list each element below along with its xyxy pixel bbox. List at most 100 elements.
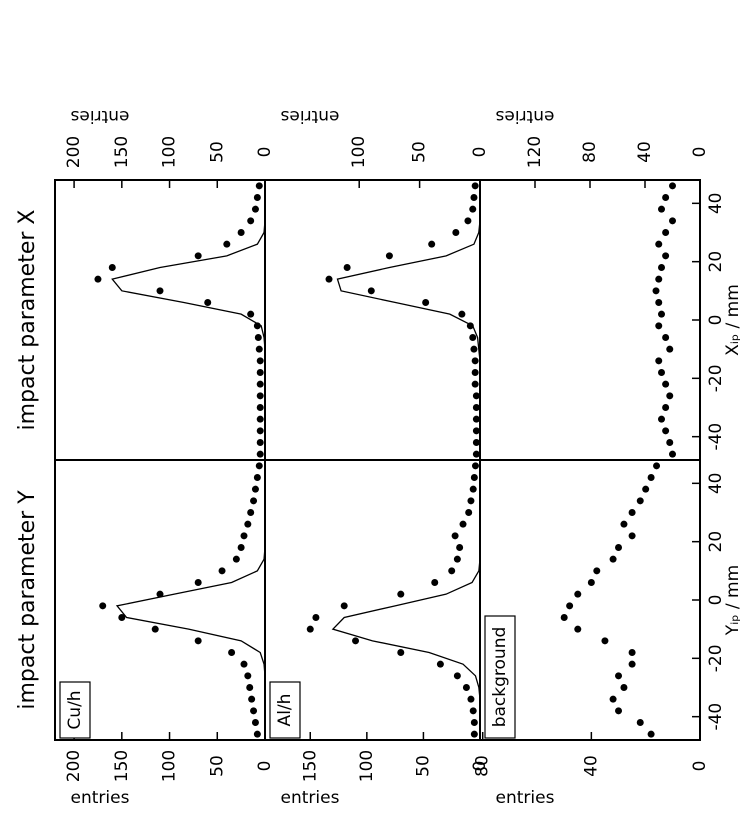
data-point	[422, 299, 430, 306]
data-point	[256, 404, 264, 411]
data-point	[662, 252, 670, 260]
data-point	[471, 380, 479, 388]
data-point	[469, 205, 477, 213]
y-tick-label: 120	[525, 136, 545, 168]
y-tick-label: 100	[349, 136, 369, 168]
data-point	[636, 719, 644, 726]
data-point	[306, 625, 314, 633]
data-point	[256, 427, 264, 435]
data-point	[156, 287, 164, 295]
data-point	[593, 567, 601, 575]
data-point	[601, 637, 609, 645]
data-point	[662, 380, 670, 388]
data-point	[118, 614, 126, 621]
data-point	[647, 474, 655, 481]
x-tick-label: 20	[706, 251, 726, 273]
y-tick-label: 50	[410, 141, 430, 163]
data-point	[250, 497, 258, 505]
data-point	[615, 707, 623, 715]
data-point	[472, 439, 480, 446]
y-tick-label: 80	[580, 141, 600, 163]
data-point	[642, 485, 650, 493]
data-point	[352, 637, 360, 645]
data-point	[256, 439, 264, 446]
y-axis-label: entries	[71, 788, 130, 808]
data-point	[247, 217, 255, 225]
data-point	[655, 322, 663, 330]
fit-curve	[331, 465, 481, 735]
data-point	[658, 369, 665, 376]
data-point	[465, 509, 473, 516]
y-tick-label: 150	[112, 136, 132, 168]
panel-frame	[479, 179, 701, 461]
data-point	[655, 240, 663, 248]
data-point	[620, 684, 628, 691]
data-point	[464, 217, 472, 225]
data-point	[470, 474, 478, 481]
data-point	[470, 730, 478, 738]
y-tick-label: 150	[300, 750, 320, 782]
data-point	[666, 345, 674, 353]
y-tick-label: 0	[470, 147, 490, 158]
data-point	[471, 357, 479, 365]
data-point	[253, 322, 261, 330]
data-point	[397, 590, 405, 598]
data-point	[470, 719, 478, 726]
data-point	[250, 707, 258, 715]
x-tick-label: 0	[706, 315, 726, 326]
data-point	[653, 462, 661, 470]
data-point	[560, 614, 568, 621]
y-tick-label: 200	[64, 136, 84, 168]
data-point	[471, 182, 479, 190]
y-axis-label: entries	[496, 788, 555, 808]
data-point	[343, 264, 351, 271]
panel-frame	[54, 179, 266, 461]
data-point	[156, 590, 164, 598]
data-point	[666, 392, 674, 400]
data-point	[194, 579, 202, 586]
data-point	[669, 450, 676, 458]
data-point	[662, 194, 670, 201]
data-point	[453, 672, 461, 680]
data-point	[574, 590, 582, 598]
label-box	[484, 615, 516, 739]
y-tick-label: 100	[160, 136, 180, 168]
data-point	[655, 275, 663, 283]
x-tick-label: 0	[706, 595, 726, 606]
y-axis-label: entries	[280, 106, 339, 126]
data-point	[256, 415, 264, 423]
data-point	[566, 602, 574, 610]
data-point	[453, 555, 461, 563]
data-point	[247, 509, 255, 516]
panel-title: impact parameter X	[15, 210, 40, 431]
data-point	[662, 404, 670, 411]
y-axis-label: entries	[495, 106, 554, 126]
data-point	[436, 660, 444, 668]
data-point	[253, 474, 261, 481]
data-point	[662, 427, 670, 435]
fit-curve	[336, 185, 481, 455]
x-tick-label: 40	[706, 193, 726, 215]
data-point	[669, 182, 676, 190]
y-tick-label: 0	[255, 147, 275, 158]
panel-frame	[264, 179, 481, 461]
data-point	[194, 637, 202, 645]
x-axis-label: Xᵢₚ / mm	[723, 284, 741, 356]
x-tick-label: -20	[706, 644, 726, 672]
data-point	[609, 555, 617, 563]
data-point	[469, 485, 477, 493]
data-point	[452, 229, 460, 236]
data-point	[237, 544, 245, 551]
data-point	[251, 719, 259, 726]
data-point	[456, 544, 464, 551]
y-axis-label: entries	[70, 106, 129, 126]
x-tick-label: -40	[706, 423, 726, 451]
y-tick-label: 0	[470, 761, 490, 772]
y-tick-label: 0	[690, 147, 710, 158]
y-tick-label: 200	[64, 750, 84, 782]
data-point	[471, 369, 479, 376]
data-point	[628, 649, 636, 656]
data-point	[655, 299, 663, 306]
data-point	[253, 730, 261, 738]
panel-title: impact parameter Y	[15, 490, 40, 710]
